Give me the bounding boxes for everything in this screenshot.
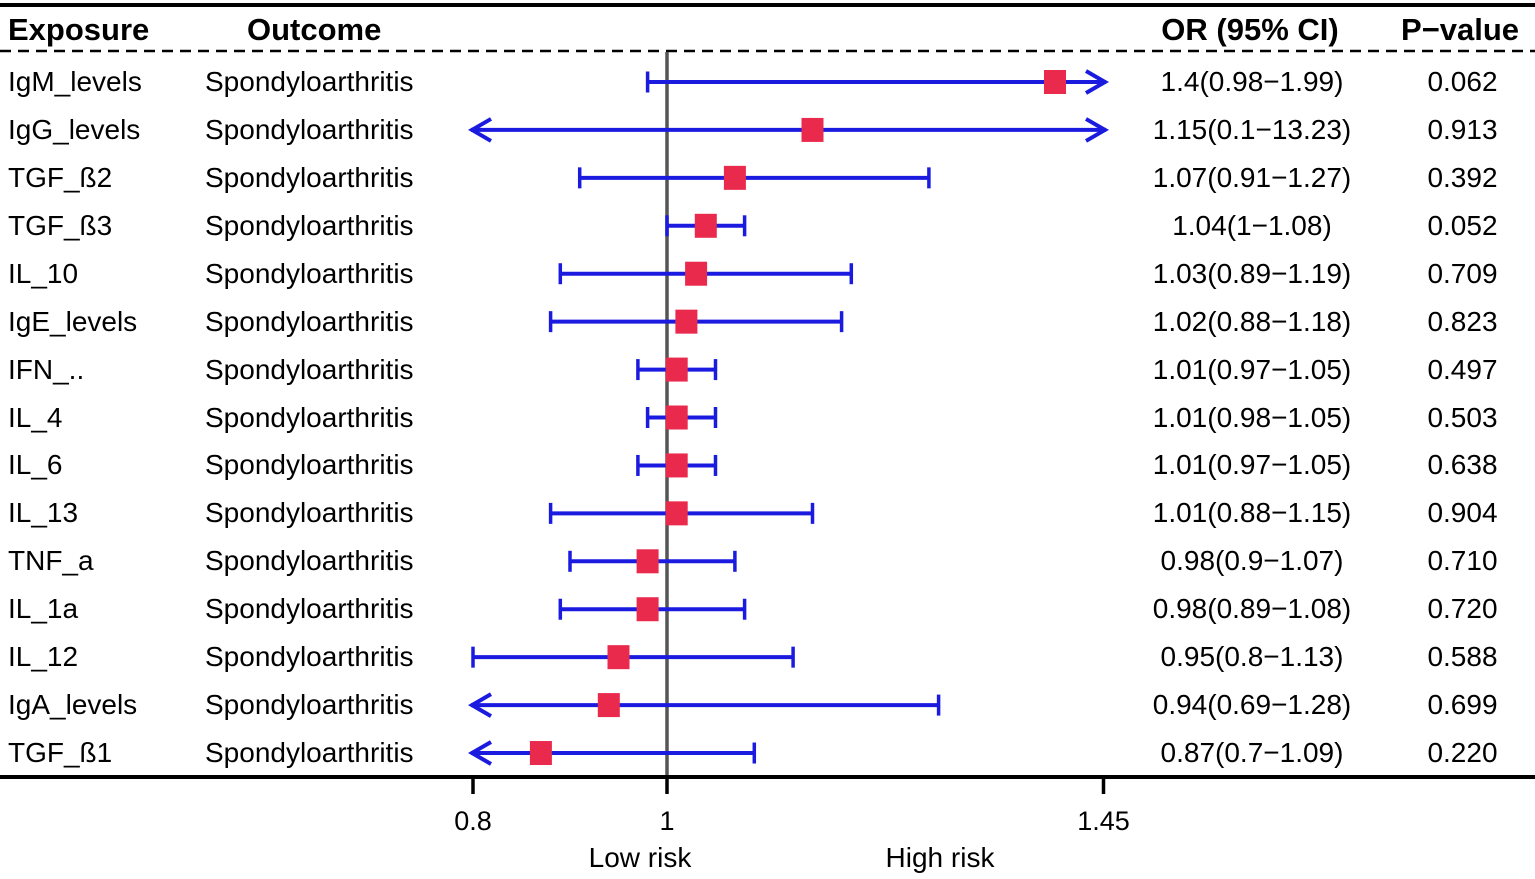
row-outcome-label: Spondyloarthritis [205,66,414,97]
row-exposure-label: IL_10 [8,257,79,289]
row-outcome-label: Spondyloarthritis [205,113,414,145]
row-exposure-label: IgE_levels [8,305,138,337]
row-outcome-label: Spondyloarthritis [205,353,414,385]
row-p-value: 0.913 [1427,113,1498,145]
row-or-ci-value: 1.02(0.88−1.18) [1152,305,1352,337]
point-estimate-marker [597,693,620,718]
point-estimate-marker [675,309,698,334]
row-exposure-label: TGF_ß3 [8,209,113,241]
row-exposure-label: TGF_ß1 [8,737,113,768]
row-or-ci-value: 1.15(0.1−13.23) [1152,113,1352,145]
row-exposure-label: IFN_.. [8,353,85,385]
row-p-value: 0.052 [1427,209,1498,241]
row-exposure-label: IL_4 [8,401,63,433]
point-estimate-marker [685,261,708,286]
row-outcome-label: Spondyloarthritis [205,593,414,625]
row-outcome-label: Spondyloarthritis [205,641,414,673]
exposure-header: Exposure [8,12,150,47]
row-p-value: 0.062 [1427,66,1498,97]
row-outcome-label: Spondyloarthritis [205,737,414,768]
point-estimate-marker [529,741,552,766]
row-p-value: 0.638 [1427,449,1498,481]
axis-tick-label: 1.45 [1077,806,1130,836]
row-p-value: 0.588 [1427,641,1498,673]
row-exposure-label: IgM_levels [8,66,142,97]
row-outcome-label: Spondyloarthritis [205,161,414,193]
or-ci-header: OR (95% CI) [1161,12,1339,47]
row-p-value: 0.699 [1427,689,1498,721]
axis-tick-label: 0.8 [454,806,492,836]
row-or-ci-value: 0.94(0.69−1.28) [1152,689,1352,721]
row-p-value: 0.710 [1427,545,1498,577]
row-exposure-label: IgG_levels [8,113,141,145]
row-p-value: 0.220 [1427,737,1498,768]
row-outcome-label: Spondyloarthritis [205,209,414,241]
outcome-header: Outcome [247,12,382,47]
row-exposure-label: IL_12 [8,641,79,673]
low-risk-label: Low risk [588,842,692,873]
row-exposure-label: TNF_a [8,545,94,577]
p-value-header: P−value [1400,12,1520,47]
row-p-value: 0.392 [1427,161,1498,193]
point-estimate-marker [636,549,659,574]
row-outcome-label: Spondyloarthritis [205,257,414,289]
point-estimate-marker [636,597,659,622]
row-outcome-label: Spondyloarthritis [205,545,414,577]
row-p-value: 0.720 [1427,593,1498,625]
row-outcome-label: Spondyloarthritis [205,305,414,337]
row-p-value: 0.497 [1427,353,1498,385]
row-outcome-label: Spondyloarthritis [205,497,414,529]
point-estimate-marker [665,453,688,478]
row-or-ci-value: 1.01(0.97−1.05) [1152,353,1352,385]
row-outcome-label: Spondyloarthritis [205,401,414,433]
row-exposure-label: IL_13 [8,497,79,529]
high-risk-label: High risk [885,842,995,873]
row-p-value: 0.823 [1427,305,1498,337]
row-or-ci-value: 1.03(0.89−1.19) [1152,257,1352,289]
row-or-ci-value: 0.98(0.9−1.07) [1160,545,1344,577]
row-outcome-label: Spondyloarthritis [205,689,414,721]
row-outcome-label: Spondyloarthritis [205,449,414,481]
row-or-ci-value: 1.01(0.88−1.15) [1152,497,1352,529]
row-or-ci-value: 0.95(0.8−1.13) [1160,641,1344,673]
point-estimate-marker [801,117,824,142]
row-exposure-label: IL_6 [8,449,63,481]
axis-tick-label: 1 [659,806,675,836]
point-estimate-marker [723,165,746,190]
row-or-ci-value: 1.4(0.98−1.99) [1160,66,1344,97]
point-estimate-marker [665,357,688,382]
row-p-value: 0.503 [1427,401,1498,433]
row-or-ci-value: 1.04(1−1.08) [1172,209,1332,241]
ci-arrow-right [1084,117,1109,143]
row-or-ci-value: 1.01(0.97−1.05) [1152,449,1352,481]
point-estimate-marker [694,213,717,238]
ci-arrow-left [468,740,493,766]
ci-arrow-right [1084,69,1109,95]
row-or-ci-value: 1.01(0.98−1.05) [1152,401,1352,433]
row-or-ci-value: 0.87(0.7−1.09) [1160,737,1344,768]
row-p-value: 0.904 [1427,497,1498,529]
row-exposure-label: IgA_levels [8,689,138,721]
point-estimate-marker [665,501,688,526]
ci-arrow-left [468,117,493,143]
row-or-ci-value: 1.07(0.91−1.27) [1152,161,1352,193]
ci-arrow-left [468,692,493,718]
point-estimate-marker [665,405,688,430]
row-p-value: 0.709 [1427,257,1498,289]
row-exposure-label: IL_1a [8,593,79,625]
point-estimate-marker [1044,70,1066,94]
point-estimate-marker [607,645,630,670]
row-or-ci-value: 0.98(0.89−1.08) [1152,593,1352,625]
row-exposure-label: TGF_ß2 [8,161,113,193]
